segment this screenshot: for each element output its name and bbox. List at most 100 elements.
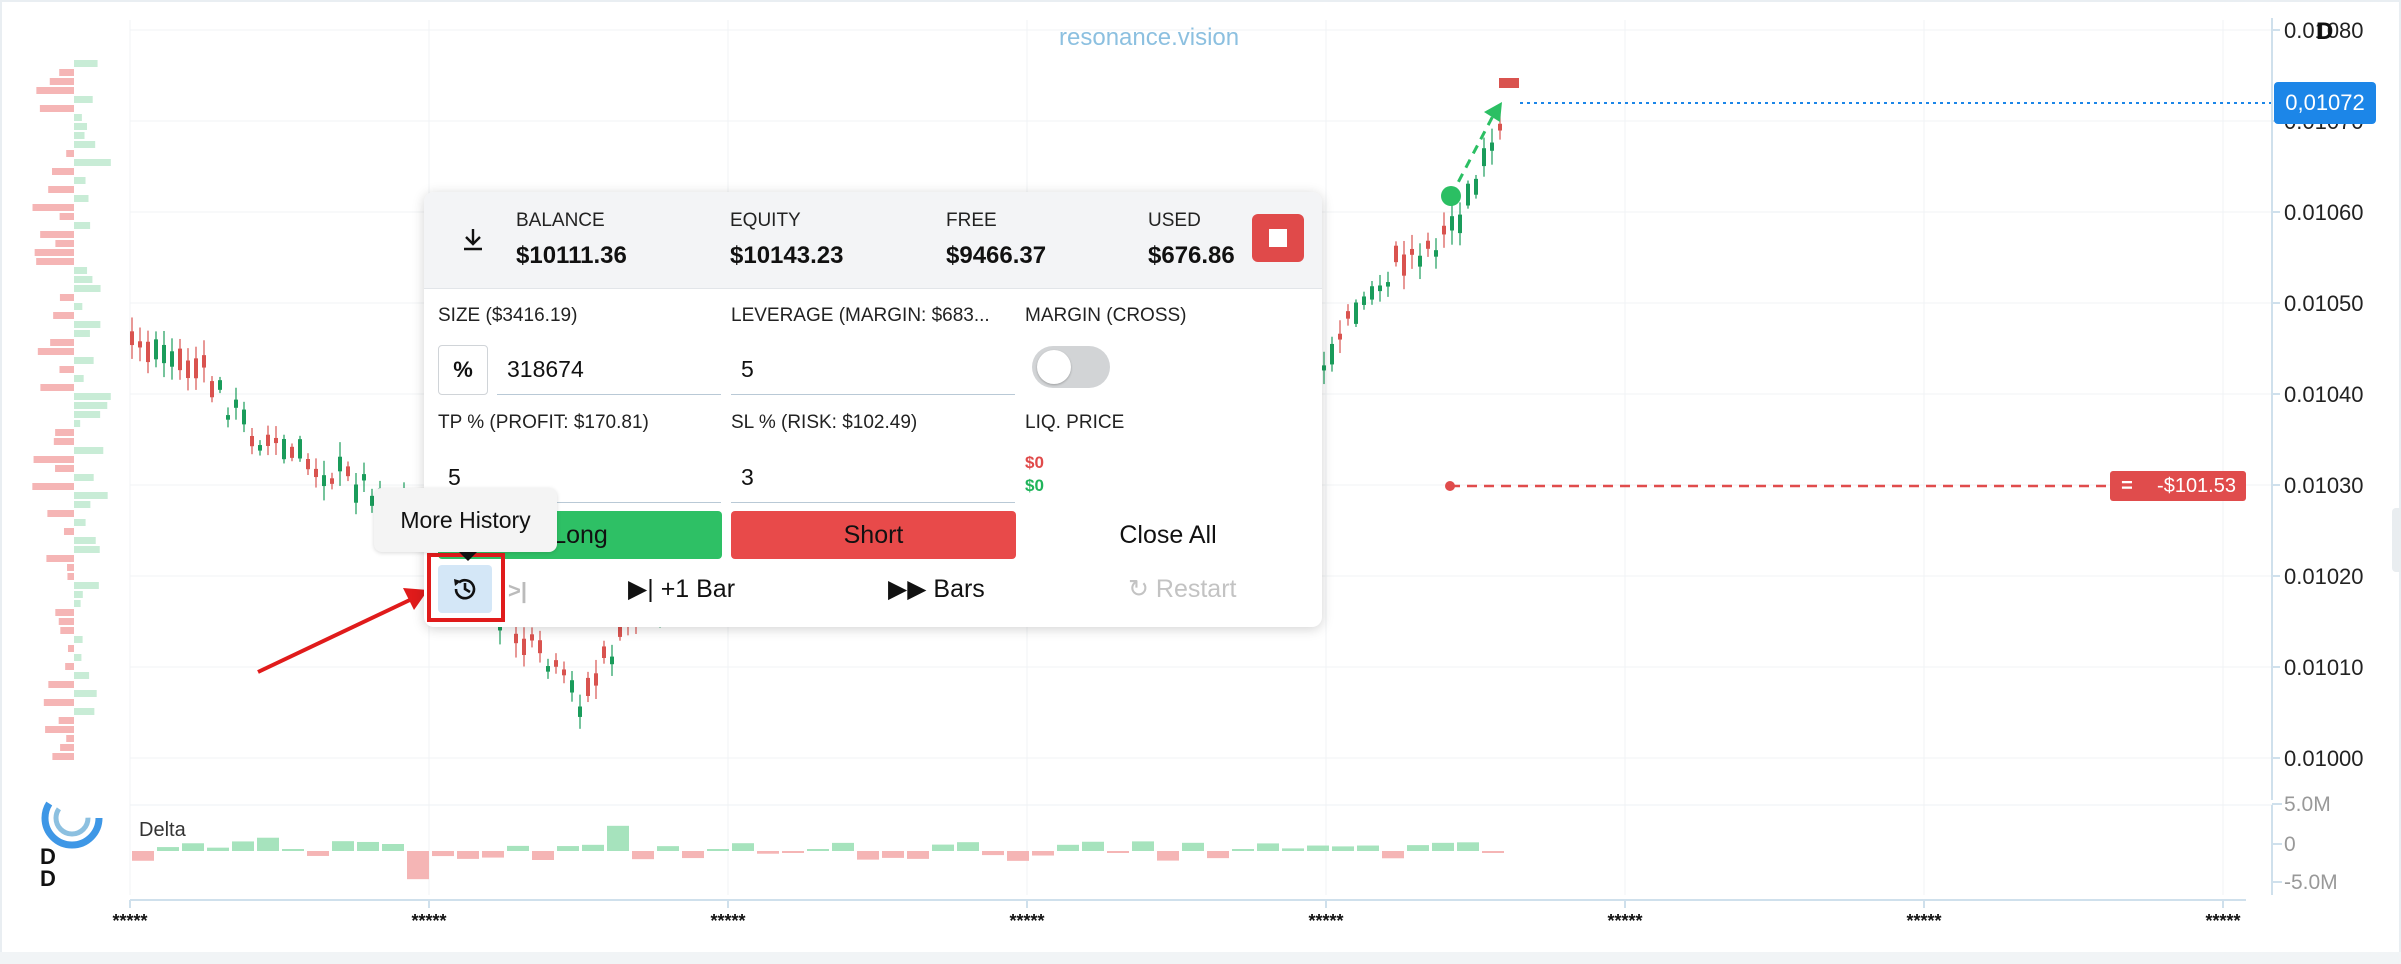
- entry-arrow-head: [1484, 102, 1502, 122]
- candle-body: [1386, 282, 1390, 287]
- drag-handle-icon[interactable]: =: [2121, 475, 2133, 497]
- used-label: USED: [1148, 210, 1201, 231]
- volume-profile-bar: [53, 312, 74, 319]
- volume-profile-bar: [48, 186, 74, 193]
- time-tick-label: *****: [1607, 911, 1642, 931]
- candle-body: [1354, 302, 1358, 324]
- volume-profile-bar: [59, 366, 74, 373]
- leverage-input[interactable]: [731, 345, 1015, 395]
- download-icon[interactable]: [460, 226, 486, 252]
- delta-bar: [132, 851, 154, 861]
- entry-point: [1441, 186, 1461, 206]
- short-button[interactable]: Short: [731, 511, 1016, 559]
- volume-profile-bar: [34, 249, 74, 256]
- delta-bar: [832, 842, 854, 851]
- volume-profile-bar: [65, 663, 74, 670]
- delta-bar: [1482, 851, 1504, 853]
- candle-body: [338, 456, 342, 472]
- candle-body: [530, 634, 534, 641]
- margin-cross-toggle[interactable]: [1032, 346, 1110, 388]
- volume-profile-bar: [74, 321, 101, 328]
- candle-body: [1338, 333, 1342, 340]
- delta-bar: [557, 846, 579, 851]
- delta-bar: [1057, 844, 1079, 851]
- price-tick-label: 0.01030: [2284, 473, 2364, 498]
- candle-body: [1322, 365, 1326, 371]
- position-pnl-tag[interactable]: = -$101.53: [2110, 471, 2246, 501]
- size-input[interactable]: [497, 345, 721, 395]
- next-bar-button[interactable]: ▶| +1 Bar: [628, 565, 735, 613]
- last-candle-body: [1499, 78, 1519, 88]
- candle-body: [1458, 214, 1462, 234]
- candle-body: [346, 466, 350, 477]
- volume-profile-bar: [39, 105, 74, 112]
- delta-bar: [582, 844, 604, 851]
- volume-profile-bar: [59, 294, 74, 301]
- volume-profile-bar: [45, 726, 74, 733]
- time-axis: ***** ***** ***** ***** ***** ***** ***** *****: [112, 899, 2246, 931]
- candle-body: [210, 381, 214, 398]
- delta-bar: [607, 825, 629, 851]
- candle-body: [370, 495, 374, 506]
- restart-icon: ↻: [1128, 575, 1149, 603]
- position-pnl-value: -$101.53: [2157, 475, 2236, 497]
- volume-profile-bar: [52, 168, 74, 175]
- volume-profile-bar: [74, 330, 90, 337]
- restart-button[interactable]: ↻ Restart: [1128, 565, 1237, 613]
- delta-bar: [307, 851, 329, 856]
- price-tick-label: 0.01060: [2284, 200, 2364, 225]
- candle-body: [146, 341, 150, 363]
- candle-body: [178, 348, 182, 371]
- balance-value: $10111.36: [516, 242, 627, 269]
- badge-d-1: D: [40, 844, 56, 869]
- volume-profile-bar: [74, 447, 104, 454]
- volume-profile-bar: [74, 600, 81, 607]
- delta-bar: [757, 851, 779, 854]
- candle-body: [1378, 285, 1382, 292]
- price-tick-label: 0.01080: [2284, 18, 2364, 43]
- volume-profile-bar: [40, 384, 74, 391]
- annotation-arrow: [257, 596, 415, 674]
- sl-input[interactable]: [731, 453, 1015, 503]
- restart-label: Restart: [1155, 575, 1237, 603]
- candle-body: [242, 409, 246, 425]
- candle-body: [354, 484, 358, 503]
- volume-profile-bar: [74, 114, 82, 121]
- volume-profile-bar: [74, 537, 96, 544]
- delta-tick-label: 5.0M: [2284, 793, 2331, 816]
- delta-bar: [1432, 842, 1454, 851]
- price-axis: 0.010800.010700.010600.010500.010400.010…: [2271, 18, 2364, 800]
- candle-body: [578, 706, 582, 717]
- account-summary: [424, 192, 1322, 289]
- side-panel-tab[interactable]: [2392, 508, 2401, 572]
- delta-bar: [1232, 849, 1254, 851]
- volume-profile-bar: [74, 654, 82, 661]
- delta-bar: [957, 842, 979, 851]
- close-all-button[interactable]: Close All: [1119, 521, 1217, 549]
- candle-body: [1394, 245, 1398, 263]
- candle-body: [610, 656, 614, 665]
- equity-value: $10143.23: [730, 242, 844, 269]
- volume-profile-bar: [74, 546, 100, 553]
- price-tick-label: 0.01040: [2284, 382, 2364, 407]
- more-history-button[interactable]: [438, 565, 492, 613]
- volume-profile-bar: [43, 699, 74, 706]
- bars-button[interactable]: ▶▶ Bars: [888, 565, 985, 613]
- volume-profile: [32, 60, 111, 760]
- size-percent-button[interactable]: %: [438, 345, 488, 395]
- volume-profile-bar: [74, 501, 91, 508]
- volume-profile-bar: [58, 618, 74, 625]
- candle-body: [330, 478, 334, 484]
- volume-profile-bar: [32, 483, 74, 490]
- volume-profile-bar: [74, 285, 101, 292]
- delta-bar: [982, 851, 1004, 856]
- balance-label: BALANCE: [516, 210, 605, 231]
- liq-price-label: LIQ. PRICE: [1025, 412, 1125, 433]
- stop-loss-point: [1445, 481, 1455, 491]
- candle-body: [322, 475, 326, 487]
- stop-button[interactable]: [1252, 214, 1304, 262]
- delta-bar: [507, 845, 529, 851]
- delta-bar: [457, 851, 479, 859]
- free-label: FREE: [946, 210, 997, 231]
- volume-profile-bar: [74, 636, 83, 643]
